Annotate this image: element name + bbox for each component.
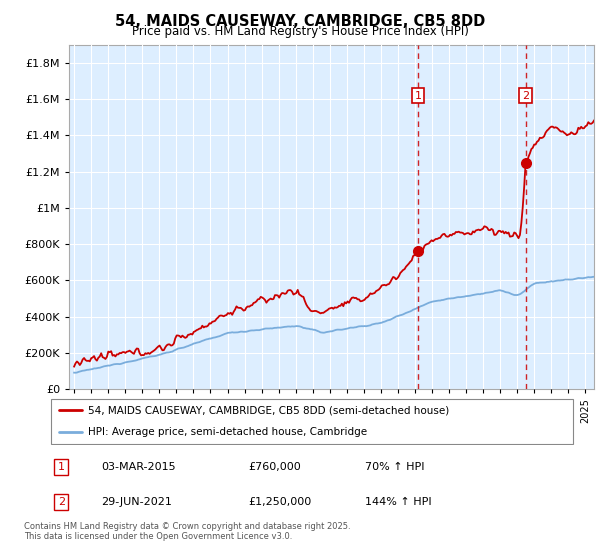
Text: 70% ↑ HPI: 70% ↑ HPI	[365, 462, 424, 472]
Text: 54, MAIDS CAUSEWAY, CAMBRIDGE, CB5 8DD (semi-detached house): 54, MAIDS CAUSEWAY, CAMBRIDGE, CB5 8DD (…	[88, 405, 449, 416]
Text: Price paid vs. HM Land Registry's House Price Index (HPI): Price paid vs. HM Land Registry's House …	[131, 25, 469, 38]
Text: 03-MAR-2015: 03-MAR-2015	[101, 462, 175, 472]
Text: £1,250,000: £1,250,000	[248, 497, 312, 507]
Text: 2: 2	[58, 497, 65, 507]
Text: 29-JUN-2021: 29-JUN-2021	[101, 497, 172, 507]
Text: 144% ↑ HPI: 144% ↑ HPI	[365, 497, 431, 507]
Text: Contains HM Land Registry data © Crown copyright and database right 2025.
This d: Contains HM Land Registry data © Crown c…	[24, 522, 350, 542]
Text: HPI: Average price, semi-detached house, Cambridge: HPI: Average price, semi-detached house,…	[88, 427, 367, 437]
FancyBboxPatch shape	[50, 399, 574, 444]
Text: 1: 1	[58, 462, 65, 472]
Text: 2: 2	[522, 91, 529, 101]
Text: 1: 1	[415, 91, 421, 101]
Text: 54, MAIDS CAUSEWAY, CAMBRIDGE, CB5 8DD: 54, MAIDS CAUSEWAY, CAMBRIDGE, CB5 8DD	[115, 14, 485, 29]
Text: £760,000: £760,000	[248, 462, 301, 472]
